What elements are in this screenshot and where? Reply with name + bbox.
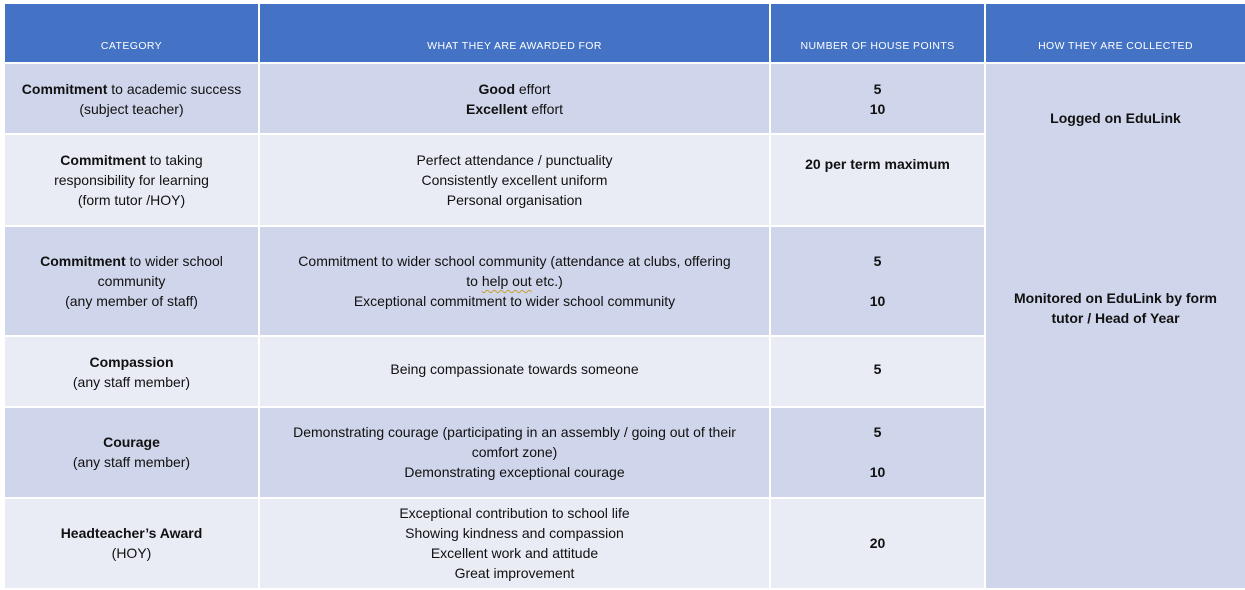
header-category: CATEGORY — [3, 2, 260, 64]
table-row: Commitment to taking responsibility for … — [3, 133, 1245, 227]
category-note: (HOY) — [111, 545, 152, 562]
award-text: Personal organisation — [446, 191, 583, 208]
award-text: Demonstrating courage (participating in … — [293, 424, 736, 441]
table-row: Commitment to wider school community (an… — [3, 224, 1245, 338]
award-text: Excellent work and attitude — [430, 545, 599, 562]
collection-edulink: Logged on EduLink — [1050, 110, 1181, 126]
points-value: 5 — [873, 424, 882, 441]
points-value: 20 per term maximum — [805, 156, 950, 173]
award-text: Being compassionate towards someone — [390, 361, 639, 378]
category-note: (form tutor /HOY) — [77, 191, 186, 208]
category-name: Commitment — [60, 151, 146, 168]
table-row: Commitment to academic success (subject … — [3, 61, 1245, 590]
award-text: Showing kindness and compassion — [405, 525, 624, 542]
award-text: comfort zone) — [471, 444, 558, 461]
award-text: Perfect attendance / punctuality — [416, 151, 613, 168]
points-cell: 20 per term maximum — [769, 133, 986, 227]
award-text: Exceptional commitment to wider school c… — [353, 292, 676, 309]
award-text: to — [466, 272, 482, 289]
collection-monitored-line: Monitored on EduLink by form — [1014, 290, 1217, 306]
category-cell: Commitment to academic success (subject … — [3, 61, 260, 136]
points-value: 5 — [873, 361, 882, 378]
table-row: Compassion (any staff member) Being comp… — [3, 335, 1245, 409]
points-cell: 5 10 — [769, 406, 986, 499]
award-text: Exceptional contribution to school life — [399, 505, 630, 522]
category-desc-line: responsibility for learning — [54, 171, 209, 188]
category-desc: to taking — [145, 151, 203, 168]
header-house-points: NUMBER OF HOUSE POINTS — [769, 2, 986, 64]
points-cell: 5 10 — [769, 61, 986, 136]
category-desc: to wider school — [125, 252, 223, 269]
header-how-collected: HOW THEY ARE COLLECTED — [984, 2, 1245, 64]
category-cell: Courage (any staff member) — [3, 406, 260, 499]
awarded-for-cell: Being compassionate towards someone — [258, 335, 771, 409]
header-awarded-for: WHAT THEY ARE AWARDED FOR — [258, 2, 771, 64]
category-desc-line: community — [97, 272, 166, 289]
category-name: Compassion — [89, 353, 174, 370]
award-text: Consistently excellent uniform — [421, 171, 608, 188]
category-note: (any staff member) — [72, 454, 191, 471]
house-points-table: CATEGORY WHAT THEY ARE AWARDED FOR NUMBE… — [3, 2, 1245, 590]
award-text: Commitment to wider school community (at… — [298, 252, 731, 269]
points-value: 10 — [869, 292, 886, 309]
points-cell: 5 — [769, 335, 986, 409]
category-cell: Commitment to wider school community (an… — [3, 224, 260, 338]
table-row: Courage (any staff member) Demonstrating… — [3, 406, 1245, 499]
award-text: effort — [527, 100, 564, 117]
awarded-for-cell: Good effort Excellent effort — [258, 61, 771, 136]
points-cell: 5 10 — [769, 224, 986, 338]
awarded-for-cell: Exceptional contribution to school life … — [258, 496, 771, 590]
collection-monitored-line: tutor / Head of Year — [1051, 310, 1180, 326]
award-level: Excellent — [465, 100, 528, 117]
points-value: 5 — [873, 80, 882, 97]
spellcheck-underline: help out — [481, 272, 532, 289]
award-text: etc.) — [531, 272, 563, 289]
collection-monitored: Monitored on EduLink by form tutor / Hea… — [994, 288, 1237, 328]
award-text: Great improvement — [454, 565, 575, 582]
category-note: (any member of staff) — [65, 292, 198, 309]
category-name: Commitment — [21, 80, 108, 97]
category-cell: Commitment to taking responsibility for … — [3, 133, 260, 227]
category-cell: Compassion (any staff member) — [3, 335, 260, 409]
awarded-for-cell: Commitment to wider school community (at… — [258, 224, 771, 338]
category-note: (subject teacher) — [79, 100, 184, 117]
category-cell: Headteacher’s Award (HOY) — [3, 496, 260, 590]
award-text: Demonstrating exceptional courage — [404, 464, 625, 481]
award-level: Good — [478, 80, 515, 97]
points-cell: 20 — [769, 496, 986, 590]
header-row: CATEGORY WHAT THEY ARE AWARDED FOR NUMBE… — [3, 2, 1245, 64]
award-text: effort — [515, 80, 551, 97]
table-row: Headteacher’s Award (HOY) Exceptional co… — [3, 496, 1245, 590]
category-name: Courage — [103, 434, 160, 451]
awarded-for-cell: Demonstrating courage (participating in … — [258, 406, 771, 499]
points-value: 20 — [869, 535, 886, 552]
awarded-for-cell: Perfect attendance / punctuality Consist… — [258, 133, 771, 227]
category-name: Headteacher’s Award — [60, 525, 203, 542]
points-value: 10 — [869, 100, 886, 117]
points-value: 10 — [869, 464, 886, 481]
points-value: 5 — [873, 252, 882, 269]
category-desc: to academic success — [107, 80, 242, 97]
category-name: Commitment — [40, 252, 126, 269]
collection-method-cell: Logged on EduLink Monitored on EduLink b… — [984, 62, 1245, 590]
category-note: (any staff member) — [72, 373, 191, 390]
